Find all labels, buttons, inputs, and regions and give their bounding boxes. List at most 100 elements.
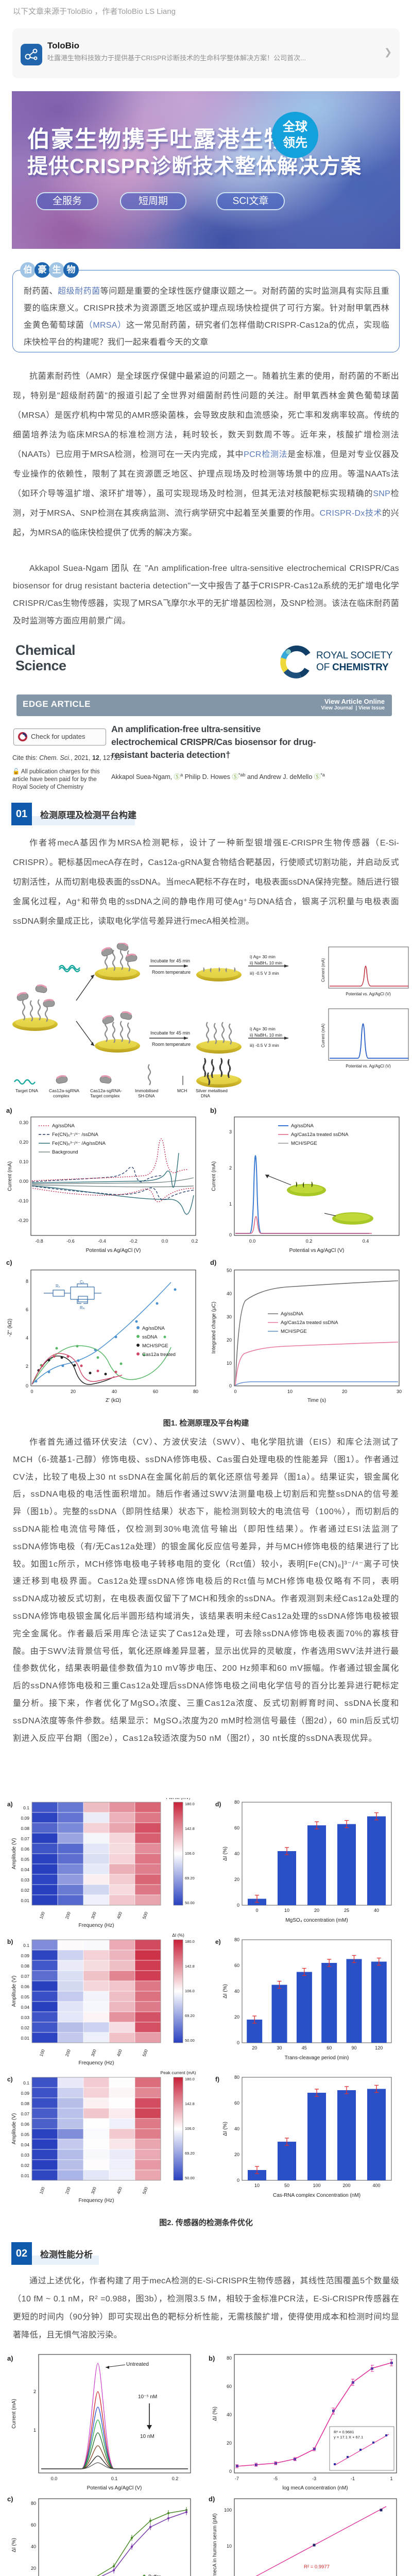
svg-text:iii) -0.5 V 3 min: iii) -0.5 V 3 min (250, 971, 279, 976)
svg-text:Frequency (Hz): Frequency (Hz) (79, 1923, 114, 1928)
svg-text:0.08: 0.08 (21, 2101, 29, 2106)
svg-text:Ag/ssDNA: Ag/ssDNA (142, 1326, 165, 1331)
svg-text:69.20: 69.20 (185, 1876, 195, 1880)
svg-text:Current (mA): Current (mA) (211, 1161, 217, 1191)
svg-text:0.05: 0.05 (21, 1994, 29, 1999)
svg-text:iii) -0.5 V 3 min: iii) -0.5 V 3 min (250, 1043, 279, 1048)
svg-text:10 nM: 10 nM (140, 2434, 154, 2439)
svg-text:0.01: 0.01 (21, 2173, 29, 2178)
svg-text:-0.4: -0.4 (98, 1239, 106, 1244)
svg-text:SH-DNA: SH-DNA (138, 1093, 155, 1098)
svg-text:-7: -7 (235, 2476, 239, 2481)
svg-text:b): b) (210, 1107, 216, 1114)
svg-text:Peak current (mA): Peak current (mA) (161, 2070, 196, 2075)
svg-text:0.0: 0.0 (162, 1239, 168, 1244)
svg-text:2: 2 (26, 1364, 28, 1369)
svg-text:ΔI (%): ΔI (%) (222, 1984, 228, 1998)
svg-text:80: 80 (227, 2355, 232, 2361)
svg-text:R² = 0.9977: R² = 0.9977 (304, 2564, 330, 2570)
svg-text:0.00: 0.00 (19, 1179, 28, 1184)
svg-text:25: 25 (344, 1908, 349, 1913)
svg-text:FWHM (mV): FWHM (mV) (166, 1798, 190, 1800)
svg-text:6: 6 (26, 1307, 28, 1312)
svg-text:0.0: 0.0 (249, 1239, 256, 1244)
svg-text:Potential vs Ag/AgCl (V): Potential vs Ag/AgCl (V) (289, 1248, 345, 1253)
svg-text:0: 0 (26, 1383, 28, 1388)
svg-text:20: 20 (252, 2045, 257, 2050)
svg-text:2: 2 (229, 1165, 232, 1171)
svg-text:80: 80 (234, 1937, 239, 1942)
svg-text:500: 500 (142, 1911, 149, 1920)
svg-text:Target DNA: Target DNA (15, 1088, 38, 1093)
svg-text:50.00: 50.00 (185, 2038, 195, 2043)
svg-text:0.03: 0.03 (21, 2015, 29, 2020)
svg-text:0.07: 0.07 (21, 1836, 29, 1841)
svg-text:0: 0 (237, 1903, 239, 1908)
svg-text:y = 17.1 X + 67.1: y = 17.1 X + 67.1 (334, 2435, 363, 2439)
svg-text:20: 20 (227, 1337, 232, 1343)
svg-text:d): d) (210, 1259, 216, 1266)
svg-text:0.1: 0.1 (23, 2080, 29, 2086)
svg-text:-3: -3 (312, 2476, 316, 2481)
svg-text:69.20: 69.20 (185, 2151, 195, 2156)
svg-text:0.06: 0.06 (21, 1846, 29, 1852)
svg-text:Incubate for 45 min: Incubate for 45 min (150, 1030, 190, 1036)
svg-text:0.4: 0.4 (363, 1239, 369, 1244)
svg-text:1: 1 (229, 1201, 232, 1207)
svg-text:40: 40 (234, 1851, 239, 1856)
svg-text:ΔI (%): ΔI (%) (172, 1933, 184, 1938)
svg-text:0: 0 (255, 1908, 258, 1913)
svg-text:1: 1 (33, 2428, 36, 2433)
svg-text:0: 0 (237, 2040, 239, 2045)
svg-text:106.0: 106.0 (185, 1851, 195, 1856)
svg-text:Z' (kΩ): Z' (kΩ) (106, 1398, 121, 1403)
svg-text:0.1: 0.1 (23, 1805, 29, 1810)
svg-text:ii) NaBH₄ 10 min: ii) NaBH₄ 10 min (250, 960, 282, 965)
svg-text:Ag/Cas12a treated ssDNA: Ag/Cas12a treated ssDNA (291, 1132, 349, 1138)
svg-text:Current (mA): Current (mA) (7, 1161, 13, 1191)
svg-text:Amplitude (V): Amplitude (V) (11, 2113, 17, 2145)
svg-text:Potential vs. Ag/AgCl (V): Potential vs. Ag/AgCl (V) (346, 1064, 391, 1069)
svg-text:0.01: 0.01 (21, 1898, 29, 1903)
svg-text:d): d) (209, 2495, 215, 2503)
svg-text:MgSO₄ concentration (mM): MgSO₄ concentration (mM) (285, 1918, 348, 1923)
svg-text:8: 8 (26, 1279, 28, 1284)
svg-text:400: 400 (372, 2183, 380, 2188)
svg-text:i) Ag+ 30 min: i) Ag+ 30 min (250, 954, 276, 959)
svg-text:10: 10 (227, 1361, 232, 1366)
svg-text:20: 20 (234, 2152, 239, 2157)
svg-text:-0.20: -0.20 (18, 1218, 28, 1223)
svg-text:180.0: 180.0 (185, 1802, 195, 1806)
svg-text:10: 10 (227, 2544, 232, 2549)
svg-text:69.20: 69.20 (185, 2013, 195, 2018)
svg-text:ΔI (%): ΔI (%) (222, 2122, 228, 2136)
svg-text:20: 20 (234, 2014, 239, 2020)
svg-text:180.0: 180.0 (185, 1939, 195, 1944)
svg-text:Potential vs Ag/AgCl (V): Potential vs Ag/AgCl (V) (87, 2485, 142, 2491)
svg-text:Potential vs Ag/AgCl (V): Potential vs Ag/AgCl (V) (86, 1248, 141, 1253)
svg-text:ΔI (%): ΔI (%) (222, 1846, 228, 1861)
svg-text:c): c) (7, 2495, 13, 2503)
svg-text:100: 100 (313, 2183, 320, 2188)
svg-text:0.30: 0.30 (19, 1120, 28, 1125)
svg-text:100: 100 (39, 1911, 46, 1920)
svg-text:0: 0 (229, 1232, 232, 1238)
svg-text:Rₗₖ: Rₗₖ (80, 1306, 85, 1310)
svg-text:0.1: 0.1 (23, 1943, 29, 1948)
svg-text:0: 0 (229, 2469, 232, 2474)
svg-text:20: 20 (31, 2566, 36, 2571)
svg-text:ΔI (%): ΔI (%) (212, 2406, 218, 2421)
svg-text:120: 120 (375, 2045, 383, 2050)
svg-text:Silver metallised: Silver metallised (196, 1088, 228, 1093)
svg-text:Ag/ssDNA: Ag/ssDNA (281, 1311, 303, 1317)
svg-text:50.00: 50.00 (185, 2176, 195, 2180)
svg-text:0.08: 0.08 (21, 1963, 29, 1969)
svg-text:0.2: 0.2 (306, 1239, 313, 1244)
svg-text:40: 40 (112, 1389, 117, 1394)
svg-text:a): a) (6, 1107, 12, 1114)
svg-text:Fe(CN)₆³⁻/⁴⁻ /Ag/ssDNA: Fe(CN)₆³⁻/⁴⁻ /Ag/ssDNA (52, 1141, 106, 1146)
svg-text:0.02: 0.02 (21, 2163, 29, 2168)
svg-text:-0.6: -0.6 (66, 1239, 75, 1244)
svg-text:Time (s): Time (s) (307, 1398, 326, 1403)
svg-text:0.04: 0.04 (21, 2005, 29, 2010)
